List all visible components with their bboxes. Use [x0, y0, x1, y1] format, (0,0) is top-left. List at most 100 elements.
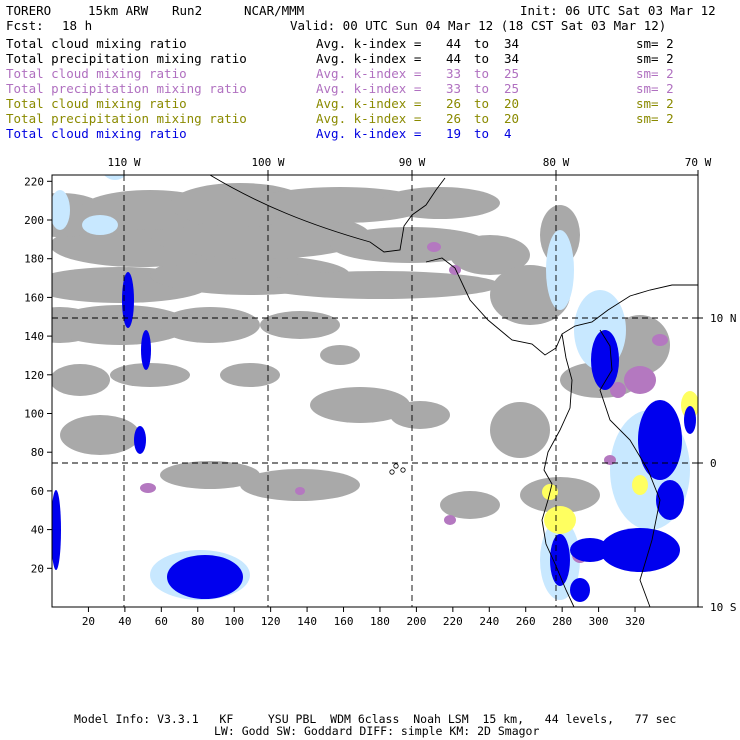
cloud-gray [160, 307, 260, 343]
x-tick-label: 180 [370, 615, 390, 628]
cloud-purple [449, 265, 461, 275]
legend-field: Total precipitation mixing ratio [6, 81, 247, 96]
legend-to: 25 [504, 66, 520, 81]
cloud-gray [52, 305, 190, 345]
cloud-lightblue [118, 70, 142, 170]
cloud-blue [167, 555, 243, 599]
cloud-gray [310, 387, 410, 423]
x-tick-label: 160 [334, 615, 354, 628]
cloud-blue [134, 426, 146, 454]
y-tick-label: 140 [24, 330, 44, 343]
y-tick-label: 40 [31, 524, 44, 537]
legend-field: Total cloud mixing ratio [6, 36, 187, 51]
latitude-label: 10 S [710, 601, 737, 614]
legend-field: Total cloud mixing ratio [6, 126, 187, 141]
cloud-gray [490, 402, 550, 458]
longitude-label: 80 W [543, 156, 570, 169]
legend-to: 20 [504, 111, 520, 126]
cloud-gray [380, 187, 500, 219]
cloud-lightblue [82, 215, 118, 235]
cloud-purple [652, 334, 668, 346]
valid-time: Valid: 00 UTC Sun 04 Mar 12 (18 CST Sat … [290, 18, 667, 33]
cloud-purple [624, 366, 656, 394]
legend-from: 26 [446, 96, 462, 111]
legend-to: 25 [504, 81, 520, 96]
cloud-blue [656, 480, 684, 520]
legend-sm: sm= 2 [636, 36, 674, 51]
forecast-label: Fcst: [6, 18, 44, 33]
cloud-gray [520, 477, 600, 513]
model-info: Model Info: V3.3.1 KF YSU PBL WDM 6class… [74, 712, 677, 726]
island [393, 463, 399, 469]
cloud-gray [160, 461, 260, 489]
legend-to-word: to [474, 51, 490, 66]
y-tick-label: 120 [24, 369, 44, 382]
forecast-hours: 18 h [62, 18, 93, 33]
init-time: Init: 06 UTC Sat 03 Mar 12 [520, 3, 716, 18]
legend-to: 34 [504, 51, 520, 66]
x-tick-label: 280 [552, 615, 572, 628]
legend-from: 19 [446, 126, 462, 141]
x-tick-label: 40 [118, 615, 131, 628]
x-tick-label: 140 [297, 615, 317, 628]
legend-field: Total cloud mixing ratio [6, 66, 187, 81]
y-tick-label: 60 [31, 485, 44, 498]
legend-sm: sm= 2 [636, 81, 674, 96]
map-frame [51, 174, 699, 608]
model-resolution: 15km ARW [88, 3, 149, 18]
cloud-blue [52, 490, 61, 570]
physics-info: LW: Godd SW: Goddard DIFF: simple KM: 2D… [214, 724, 540, 738]
legend-kindex: Avg. k-index = [316, 81, 429, 96]
latitude-label: 10 N [710, 312, 737, 325]
cloud-gray [52, 364, 110, 396]
y-tick-label: 80 [31, 446, 44, 459]
cloud-blue [684, 406, 696, 434]
coastline [209, 174, 698, 608]
legend-kindex: Avg. k-index = [316, 96, 429, 111]
cloud-gray [260, 311, 340, 339]
longitude-label: 110 W [107, 156, 140, 169]
cloud-purple [604, 455, 616, 465]
legend-sm: sm= 2 [636, 51, 674, 66]
legend-to: 4 [504, 126, 512, 141]
x-tick-label: 100 [224, 615, 244, 628]
cloud-lightblue [103, 175, 127, 180]
legend-field: Total precipitation mixing ratio [6, 111, 247, 126]
cloud-yellow [632, 475, 648, 495]
cloud-purple [444, 515, 456, 525]
cloud-lightblue [546, 230, 574, 310]
island [400, 467, 406, 473]
latitude-label: 0 [710, 457, 717, 470]
x-tick-label: 200 [406, 615, 426, 628]
cloud-gray [60, 415, 140, 455]
x-tick-label: 240 [479, 615, 499, 628]
cloud-purple [140, 483, 156, 493]
legend-to-word: to [474, 36, 490, 51]
cloud-purple [427, 242, 441, 252]
cloud-gray [390, 401, 450, 429]
legend-kindex: Avg. k-index = [316, 111, 429, 126]
legend-kindex: Avg. k-index = [316, 66, 429, 81]
cloud-purple [295, 487, 305, 495]
x-tick-label: 220 [443, 615, 463, 628]
x-tick-label: 20 [82, 615, 95, 628]
cloud-blue [600, 528, 680, 572]
legend-kindex: Avg. k-index = [316, 126, 429, 141]
longitude-label: 100 W [251, 156, 284, 169]
y-tick-label: 160 [24, 291, 44, 304]
legend-field: Total cloud mixing ratio [6, 96, 187, 111]
legend-to: 34 [504, 36, 520, 51]
legend-to-word: to [474, 81, 490, 96]
legend-sm: sm= 2 [636, 66, 674, 81]
island [389, 469, 395, 475]
legend-to-word: to [474, 66, 490, 81]
legend-kindex: Avg. k-index = [316, 36, 429, 51]
cloud-blue [550, 534, 570, 586]
legend-sm: sm= 2 [636, 96, 674, 111]
cloud-gray [330, 227, 490, 263]
legend-field: Total precipitation mixing ratio [6, 51, 247, 66]
legend-sm: sm= 2 [636, 111, 674, 126]
legend-from: 33 [446, 81, 462, 96]
cloud-gray [250, 187, 430, 223]
